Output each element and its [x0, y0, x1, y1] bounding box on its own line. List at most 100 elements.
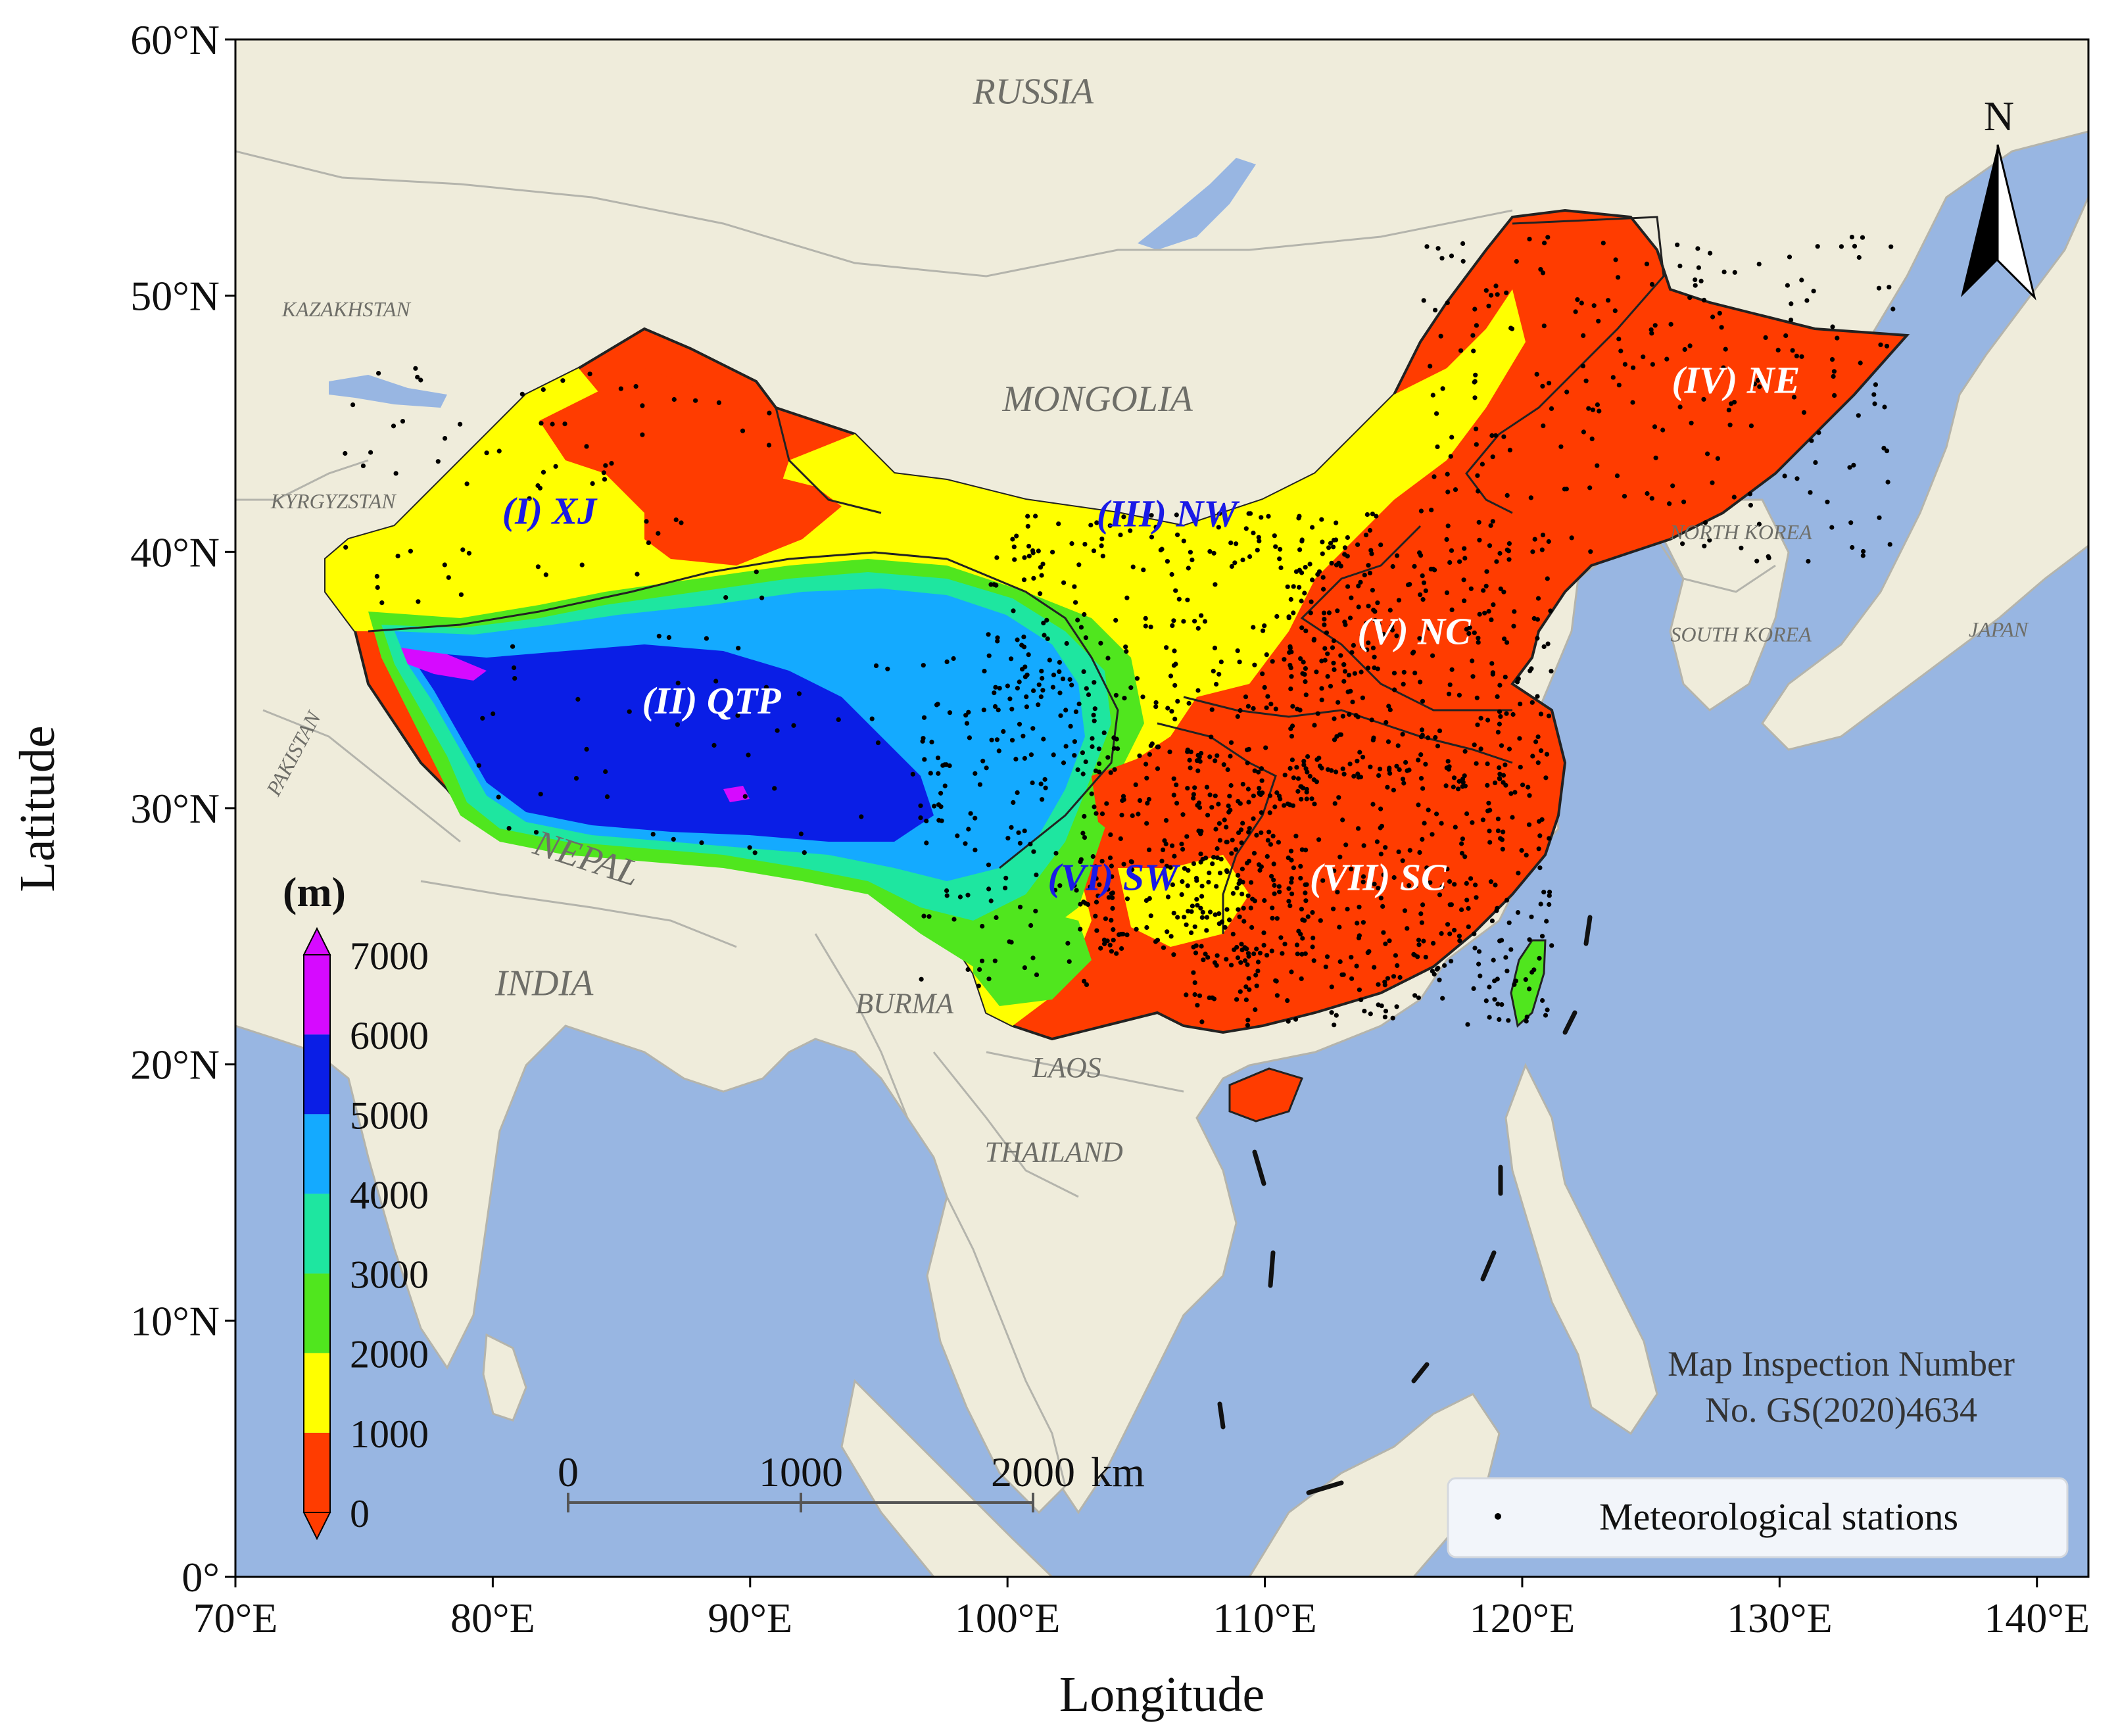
station-dot	[1378, 766, 1383, 771]
station-dot	[1461, 577, 1466, 583]
station-dot	[1303, 679, 1308, 685]
station-dot	[1243, 984, 1249, 990]
station-dot	[368, 450, 373, 455]
station-dot	[1243, 997, 1249, 1003]
station-dot	[1300, 917, 1305, 923]
station-dot	[1372, 665, 1377, 671]
station-dot	[1887, 542, 1892, 547]
station-dot	[1188, 550, 1193, 555]
station-dot	[1146, 796, 1151, 802]
station-dot	[1099, 543, 1104, 548]
station-dot	[1873, 382, 1878, 387]
station-dot	[1548, 608, 1553, 614]
station-dot	[1113, 617, 1119, 623]
station-dot	[1506, 1018, 1511, 1023]
station-dot	[1246, 511, 1251, 516]
station-dot	[921, 736, 926, 741]
station-dot	[1276, 884, 1282, 889]
station-dot	[1541, 324, 1547, 329]
station-dot	[1445, 867, 1450, 872]
station-dot	[1474, 426, 1479, 431]
station-dot	[1240, 557, 1245, 563]
legend: Meteorological stations	[1447, 1477, 2069, 1558]
station-dot	[1693, 277, 1698, 283]
station-dot	[602, 477, 608, 482]
colorbar-tick-label: 6000	[350, 1014, 429, 1057]
station-dot	[1017, 840, 1023, 846]
station-dot	[1277, 889, 1282, 894]
station-dot	[1099, 811, 1105, 817]
station-dot	[1051, 752, 1056, 758]
station-dot	[1030, 780, 1035, 786]
station-dot	[1400, 777, 1406, 782]
station-dot	[1335, 890, 1340, 895]
station-dot	[1472, 379, 1478, 384]
station-dot	[1101, 730, 1107, 735]
station-dot	[1447, 902, 1453, 907]
station-dot	[1101, 937, 1107, 942]
station-dot	[1316, 569, 1322, 574]
colorbar-unit: (m)	[283, 869, 346, 915]
station-dot	[836, 717, 841, 722]
station-dot	[1588, 549, 1593, 554]
inspection-note-line2: No. GS(2020)4634	[1705, 1390, 1977, 1430]
station-dot	[1472, 306, 1478, 312]
station-dot	[1222, 817, 1227, 823]
y-tick-label: 40°N	[130, 529, 220, 575]
station-dot	[1839, 244, 1844, 249]
station-dot	[1251, 706, 1256, 711]
station-dot	[1111, 927, 1116, 932]
nine-dash-line	[1217, 915, 1593, 1495]
station-dot	[560, 378, 566, 383]
station-dot	[1495, 729, 1501, 735]
station-dot	[1187, 758, 1192, 763]
colorbar-segment	[304, 1194, 330, 1274]
station-dot	[1407, 848, 1412, 853]
station-dot	[1365, 950, 1370, 955]
station-dot	[1368, 1011, 1373, 1017]
station-dot	[1319, 697, 1324, 702]
station-dot	[1216, 525, 1221, 530]
station-dot	[541, 470, 546, 475]
station-dot	[1332, 667, 1337, 673]
station-dot	[1229, 564, 1234, 569]
station-dot	[1799, 277, 1804, 283]
station-dot	[1207, 870, 1212, 876]
station-dot	[1783, 333, 1789, 339]
station-dot	[1418, 592, 1423, 598]
station-dot	[713, 679, 719, 684]
station-dot	[1324, 630, 1329, 635]
station-dot	[859, 814, 864, 819]
station-dot	[671, 836, 676, 842]
station-dot	[1341, 662, 1347, 667]
station-dot	[1755, 377, 1760, 383]
station-dot	[1422, 821, 1427, 826]
land-sumatra	[840, 1378, 1054, 1577]
country-label: INDIA	[494, 963, 594, 1003]
station-dot	[1259, 766, 1264, 771]
station-dot	[869, 716, 875, 721]
station-dot	[1124, 595, 1130, 600]
station-dot	[1512, 790, 1518, 795]
station-dot	[1149, 513, 1154, 518]
station-dot	[1274, 790, 1280, 796]
station-dot	[535, 564, 541, 569]
station-dot	[1497, 776, 1502, 781]
station-dot	[1288, 903, 1293, 909]
station-dot	[1541, 423, 1546, 429]
station-dot	[1211, 669, 1216, 674]
station-dot	[1322, 658, 1328, 663]
station-dot	[1308, 610, 1313, 615]
station-dot	[1245, 704, 1251, 709]
station-dot	[1484, 569, 1489, 574]
y-tick-label: 60°N	[130, 16, 220, 63]
station-dot	[936, 802, 942, 808]
station-dot	[1546, 713, 1552, 719]
station-dot	[1155, 766, 1161, 771]
station-dot	[1426, 735, 1431, 740]
station-dot	[1381, 930, 1386, 935]
station-dot	[1051, 672, 1057, 677]
station-dot	[1212, 645, 1218, 651]
station-dot	[1329, 560, 1334, 566]
station-dot	[1148, 743, 1153, 748]
